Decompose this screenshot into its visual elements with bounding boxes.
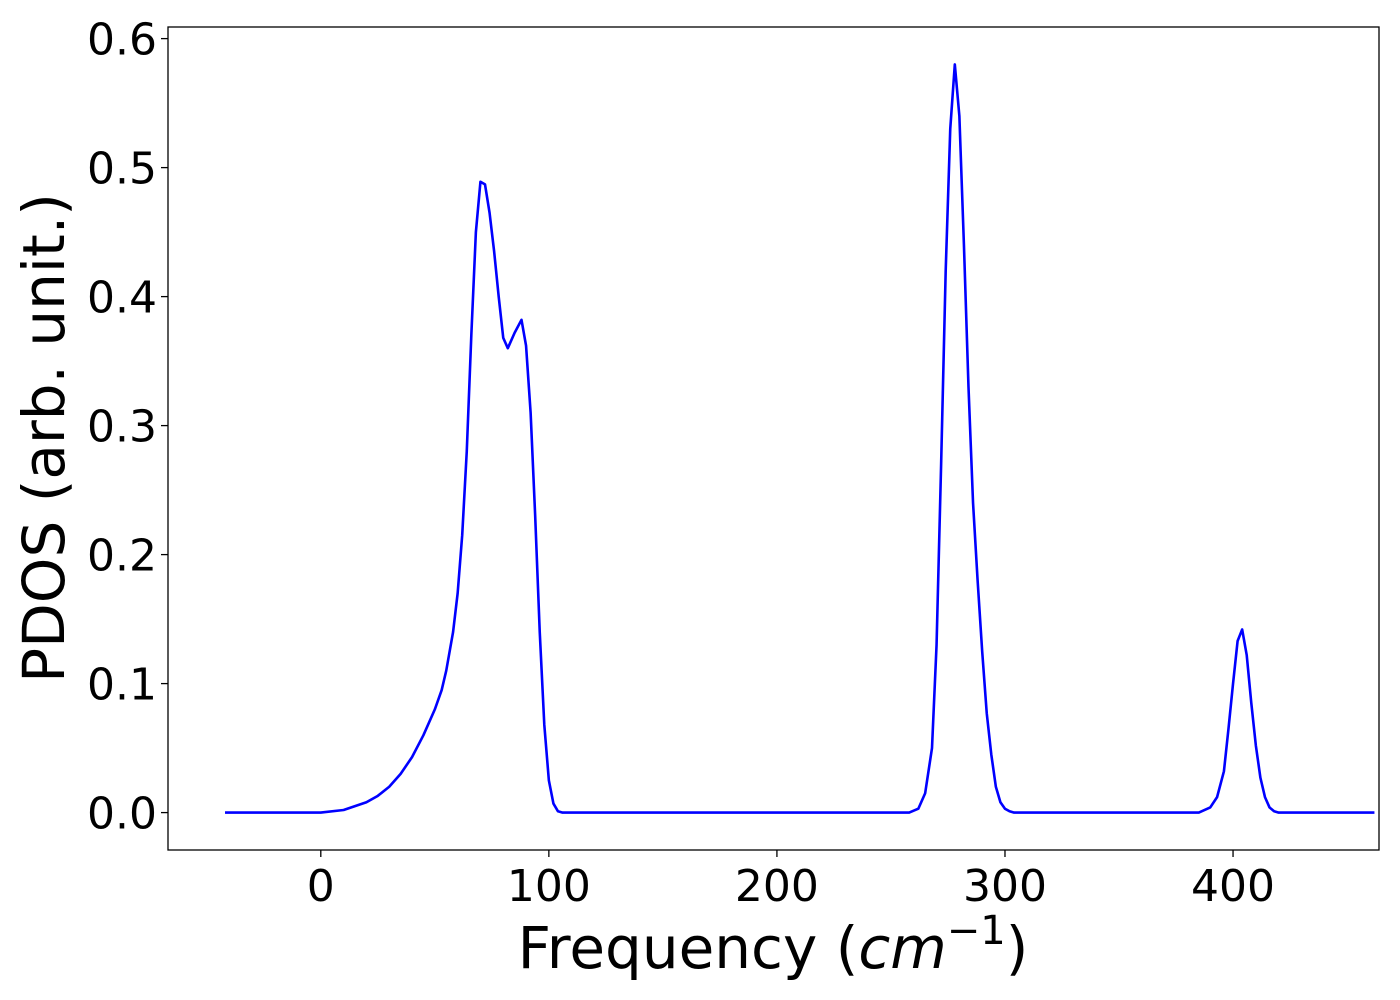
y-axis-ticks: 0.0 0.1 0.2 0.3 0.4 0.5 0.6 bbox=[87, 15, 168, 840]
x-tick-label: 0 bbox=[307, 861, 335, 912]
x-axis-label-unit: cm bbox=[858, 914, 946, 982]
x-tick-label: 400 bbox=[1191, 861, 1275, 912]
y-tick-label: 0.5 bbox=[87, 144, 157, 195]
series-layer bbox=[225, 63, 1375, 814]
x-axis-label-prefix: Frequency ( bbox=[518, 914, 859, 982]
y-tick-label: 0.4 bbox=[87, 273, 157, 324]
x-tick-label: 100 bbox=[507, 861, 591, 912]
x-tick-label: 200 bbox=[735, 861, 819, 912]
y-tick-label: 0.1 bbox=[87, 660, 157, 711]
y-axis-label: PDOS (arb. unit.) bbox=[10, 193, 78, 683]
x-tick-label: 300 bbox=[963, 861, 1047, 912]
x-axis-label-exponent: −1 bbox=[947, 908, 1006, 954]
y-tick-label: 0.6 bbox=[87, 15, 157, 66]
x-axis-label-suffix: ) bbox=[1006, 914, 1029, 982]
x-axis-ticks: 0 100 200 300 400 bbox=[307, 850, 1275, 912]
plot-background bbox=[168, 27, 1379, 850]
y-tick-label: 0.3 bbox=[87, 402, 157, 453]
series-line bbox=[225, 63, 1375, 814]
y-tick-label: 0.0 bbox=[87, 789, 157, 840]
y-tick-label: 0.2 bbox=[87, 531, 157, 582]
x-axis-label: Frequency (cm−1) bbox=[518, 908, 1029, 982]
plot-frame bbox=[167, 26, 1380, 851]
